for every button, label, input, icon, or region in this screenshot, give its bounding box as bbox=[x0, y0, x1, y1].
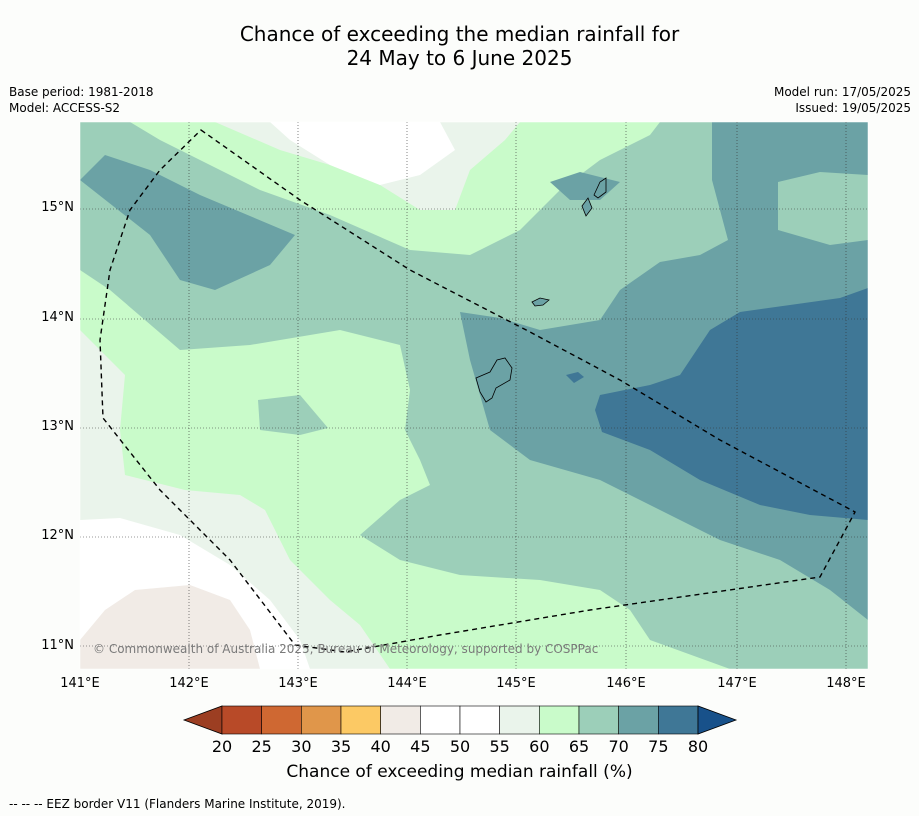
x-tick-145: 145°E bbox=[496, 676, 536, 691]
y-tick-12n: 12°N bbox=[41, 528, 74, 543]
colorbar-tick-label: 60 bbox=[529, 737, 550, 756]
colorbar-tick-label: 30 bbox=[291, 737, 312, 756]
field-65-70-ne bbox=[778, 172, 868, 245]
colorbar-tick-label: 45 bbox=[410, 737, 431, 756]
colorbar-under-arrow bbox=[182, 705, 223, 735]
colorbar-swatch bbox=[261, 705, 302, 735]
contour-fields bbox=[80, 122, 868, 669]
colorbar-tick-label: 40 bbox=[370, 737, 391, 756]
x-tick-148: 148°E bbox=[826, 676, 866, 691]
rota-island bbox=[531, 297, 550, 307]
field-70-75-nw bbox=[80, 155, 295, 290]
map-frame bbox=[79, 121, 869, 670]
colorbar-tick-label: 70 bbox=[608, 737, 629, 756]
colorbar-over-arrow bbox=[697, 705, 738, 735]
colorbar-title: Chance of exceeding median rainfall (%) bbox=[286, 762, 633, 782]
model-name: Model: ACCESS-S2 bbox=[9, 101, 121, 115]
colorbar-swatch bbox=[380, 705, 421, 735]
x-tick-147: 147°E bbox=[717, 676, 757, 691]
colorbar-tick-label: 75 bbox=[648, 737, 669, 756]
colorbar-swatch bbox=[578, 705, 619, 735]
graticule bbox=[80, 122, 868, 669]
colorbar-swatch bbox=[340, 705, 381, 735]
field-75-80-spot bbox=[566, 372, 584, 383]
title-line-2: 24 May to 6 June 2025 bbox=[346, 46, 573, 70]
y-tick-13n: 13°N bbox=[41, 419, 74, 434]
issued-date: Issued: 19/05/2025 bbox=[795, 101, 911, 115]
tinian-island bbox=[581, 197, 593, 217]
x-tick-142: 142°E bbox=[169, 676, 209, 691]
field-50-55-top bbox=[270, 122, 455, 185]
x-tick-141: 141°E bbox=[60, 676, 100, 691]
saipan-island bbox=[593, 177, 607, 199]
y-tick-15n: 15°N bbox=[41, 200, 74, 215]
x-tick-144: 144°E bbox=[387, 676, 427, 691]
title-line-1: Chance of exceeding the median rainfall … bbox=[239, 22, 680, 46]
colorbar-swatch bbox=[499, 705, 540, 735]
islands bbox=[475, 177, 607, 403]
colorbar-tick-label: 65 bbox=[568, 737, 590, 756]
x-tick-143: 143°E bbox=[278, 676, 318, 691]
colorbar-swatch bbox=[420, 705, 461, 735]
colorbar-tick-label: 50 bbox=[449, 737, 471, 756]
base-period: Base period: 1981-2018 bbox=[9, 85, 154, 99]
colorbar-swatch bbox=[658, 705, 699, 735]
colorbar-swatch bbox=[539, 705, 580, 735]
meta-right: Model run: 17/05/2025 Issued: 19/05/2025 bbox=[774, 84, 911, 116]
y-tick-14n: 14°N bbox=[41, 310, 74, 325]
meta-left: Base period: 1981-2018 Model: ACCESS-S2 bbox=[9, 84, 154, 116]
colorbar-swatch bbox=[618, 705, 659, 735]
field-45-50-sw bbox=[80, 585, 260, 669]
colorbar-swatch bbox=[221, 705, 262, 735]
colorbar-tick-label: 20 bbox=[211, 737, 233, 756]
y-tick-11n: 11°N bbox=[41, 638, 74, 653]
colorbar-tick-label: 25 bbox=[251, 737, 272, 756]
x-tick-146: 146°E bbox=[606, 676, 646, 691]
footnote: -- -- -- EEZ border V11 (Flanders Marine… bbox=[9, 797, 346, 811]
colorbar-tick-label: 55 bbox=[489, 737, 510, 756]
field-75-80-east bbox=[595, 288, 868, 520]
colorbar-swatch bbox=[459, 705, 500, 735]
field-65-70-inset bbox=[258, 395, 328, 435]
guam-island bbox=[475, 357, 513, 403]
eez-border bbox=[99, 129, 856, 653]
colorbar bbox=[182, 705, 738, 735]
colorbar-swatch bbox=[301, 705, 342, 735]
colorbar-tick-label: 35 bbox=[330, 737, 352, 756]
model-run: Model run: 17/05/2025 bbox=[773, 85, 911, 99]
chart-title: Chance of exceeding the median rainfall … bbox=[0, 22, 919, 70]
copyright-notice: © Commonwealth of Australia 2025, Bureau… bbox=[93, 642, 599, 656]
colorbar-tick-label: 80 bbox=[687, 737, 709, 756]
